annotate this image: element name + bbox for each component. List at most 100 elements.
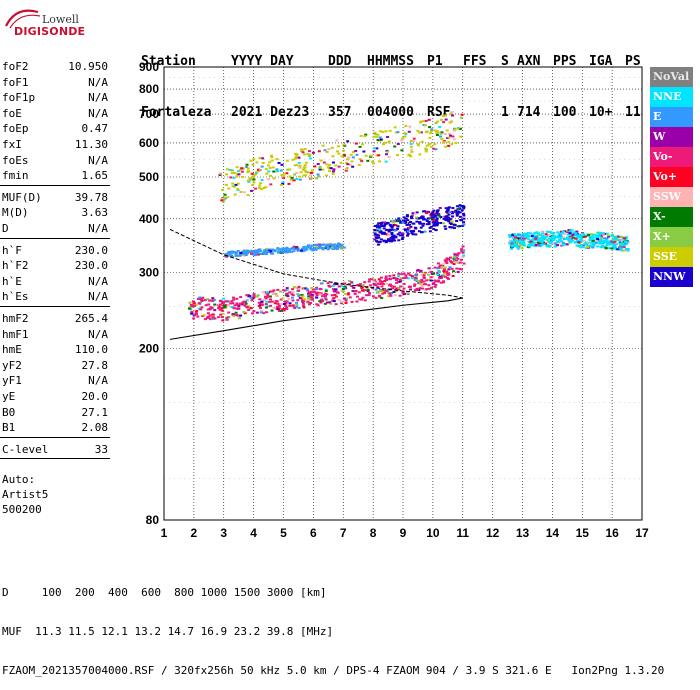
echo-point [435, 134, 439, 137]
echo-point [549, 240, 553, 243]
echo-point [252, 158, 256, 161]
legend-item-voplus: Vo+ [650, 167, 693, 187]
echo-point [301, 304, 305, 307]
param-name: foEs [2, 153, 29, 167]
echo-point [263, 293, 267, 296]
echo-point [264, 297, 268, 300]
echo-point [625, 241, 629, 244]
echo-point [538, 244, 542, 247]
echo-point [285, 307, 289, 310]
echo-point [197, 307, 201, 310]
echo-point [523, 236, 527, 239]
echo-point [448, 266, 452, 269]
param-name: foF1p [2, 91, 36, 105]
echo-point [387, 156, 391, 159]
echo-point [446, 273, 450, 276]
echo-point [512, 237, 516, 240]
echo-point [242, 310, 246, 313]
echo-point [342, 297, 346, 300]
echo-point [296, 247, 300, 250]
echo-point [252, 293, 256, 296]
echo-point [205, 317, 209, 320]
echo-point [515, 240, 519, 243]
echo-point [382, 232, 386, 235]
echo-point [295, 246, 299, 249]
echo-point [242, 254, 246, 257]
echo-point [276, 288, 280, 291]
echo-point [256, 250, 260, 253]
echo-point [221, 301, 225, 304]
echo-point [375, 237, 379, 240]
echo-point [445, 276, 449, 279]
echo-point [248, 249, 252, 252]
echo-point [346, 163, 350, 166]
profile-lower-curve [169, 297, 463, 340]
echo-point [366, 159, 370, 162]
echo-point [255, 295, 259, 298]
param-name: foF2 [2, 60, 29, 73]
echo-point [269, 250, 273, 253]
echo-point [351, 165, 355, 168]
echo-point [288, 175, 292, 178]
echo-point [249, 307, 253, 310]
echo-point [415, 220, 419, 223]
echo-point [443, 268, 447, 271]
param-row: foF2 10.950 [2, 58, 108, 75]
echo-point [345, 166, 349, 169]
echo-point [211, 297, 215, 300]
echo-point [267, 178, 271, 181]
echo-point [275, 294, 279, 297]
echo-point [457, 208, 461, 211]
echo-point [275, 158, 279, 161]
echo-point [260, 300, 264, 303]
echo-point [418, 287, 422, 290]
echo-point [292, 245, 296, 248]
echo-point [401, 290, 405, 293]
echo-point [232, 315, 236, 318]
echo-point [241, 175, 245, 178]
echo-point [459, 268, 463, 271]
echo-point [241, 250, 245, 253]
echo-point [446, 219, 450, 222]
echo-point [298, 294, 302, 297]
echo-point [371, 160, 375, 163]
header-row1-cell: PPS [553, 54, 577, 69]
echo-point [203, 318, 207, 321]
echo-point [222, 198, 226, 201]
echo-point [322, 293, 326, 296]
echo-point [375, 135, 379, 138]
echo-point [376, 243, 380, 246]
echo-point [195, 313, 199, 316]
echo-point [396, 131, 400, 134]
echo-point [590, 236, 594, 239]
echo-point [315, 177, 319, 180]
echo-point [619, 245, 623, 248]
echo-point [302, 300, 306, 303]
echo-point [204, 304, 208, 307]
echo-point [220, 188, 224, 191]
echo-point [335, 139, 339, 142]
echo-point [600, 246, 604, 249]
echo-point [226, 251, 230, 254]
echo-point [320, 295, 324, 298]
echo-point [307, 244, 311, 247]
echo-point [408, 125, 412, 128]
echo-point [329, 167, 333, 170]
echo-point [415, 289, 419, 292]
echo-point [251, 312, 255, 315]
x-tick-label: 5 [280, 526, 287, 540]
echo-point [246, 194, 250, 197]
autoscale-info: Auto: [2, 473, 36, 487]
echo-point [421, 287, 425, 290]
echo-point [260, 188, 264, 191]
echo-point [336, 145, 340, 148]
echo-point [344, 169, 348, 172]
echo-point [283, 289, 287, 292]
echo-point [447, 216, 451, 219]
echo-point [454, 209, 458, 212]
legend-item-nnw: NNW [650, 267, 693, 287]
x-tick-label: 14 [546, 526, 560, 540]
echo-point [606, 234, 610, 237]
echo-point [399, 221, 403, 224]
echo-point [579, 237, 583, 240]
